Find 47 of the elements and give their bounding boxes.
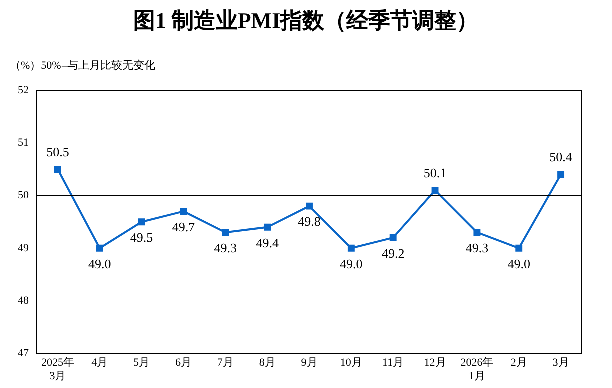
point (180, 208, 188, 216)
data-label: 49.7 (172, 220, 196, 234)
data-label: 50.5 (46, 144, 70, 160)
y-tick-label: 49 (18, 242, 30, 254)
point (348, 244, 355, 252)
data-label: 49.3 (466, 240, 489, 256)
point (558, 171, 565, 178)
point (474, 229, 481, 236)
point (222, 229, 230, 236)
point (390, 234, 397, 242)
data-label: 49.0 (340, 256, 363, 272)
data-label: 50.4 (550, 150, 573, 165)
data-label: 49.0 (508, 256, 530, 272)
x-tick-label: 11月 (382, 357, 404, 370)
text: （%）50%=与上月比较无变化 (10, 58, 156, 73)
data-label: 49.8 (298, 214, 321, 230)
x-tick-label: 8月 (259, 357, 276, 370)
point (54, 166, 62, 173)
data-label: 49.3 (214, 240, 238, 256)
x-tick-label: 6月 (175, 357, 192, 370)
x-tick-label: 5月 (134, 357, 150, 370)
y-tick-label: 52 (18, 84, 29, 96)
y-tick-label: 47 (18, 347, 30, 360)
point (96, 244, 104, 252)
data-label: 49.5 (130, 230, 154, 246)
data-label: 49.4 (256, 235, 280, 250)
point (306, 202, 313, 210)
point (432, 187, 439, 194)
y-tick-label: 51 (18, 137, 29, 150)
y-tick-label: 50 (18, 190, 30, 202)
x-tick-label: 2月 (510, 357, 528, 370)
x-tick-label: 10月 (340, 357, 362, 370)
x-tick-label: 3月 (552, 357, 570, 370)
data-label: 49.2 (382, 246, 405, 261)
y-tick-label: 48 (18, 294, 30, 307)
point (138, 218, 146, 226)
chart-title: 图1 制造业PMI指数（经季节调整） (132, 7, 480, 35)
data-label: 49.0 (88, 256, 112, 272)
x-tick-label: 2026年 1月 (460, 357, 494, 382)
x-tick-label: 2025年 3月 (41, 357, 74, 382)
point (264, 224, 272, 231)
x-tick-label: 12月 (424, 357, 446, 370)
x-tick-label: 7月 (217, 357, 234, 370)
data-label: 50.1 (424, 165, 447, 180)
x-tick-label: 4月 (92, 357, 108, 370)
point (516, 244, 523, 252)
x-tick-label: 9月 (301, 357, 318, 370)
